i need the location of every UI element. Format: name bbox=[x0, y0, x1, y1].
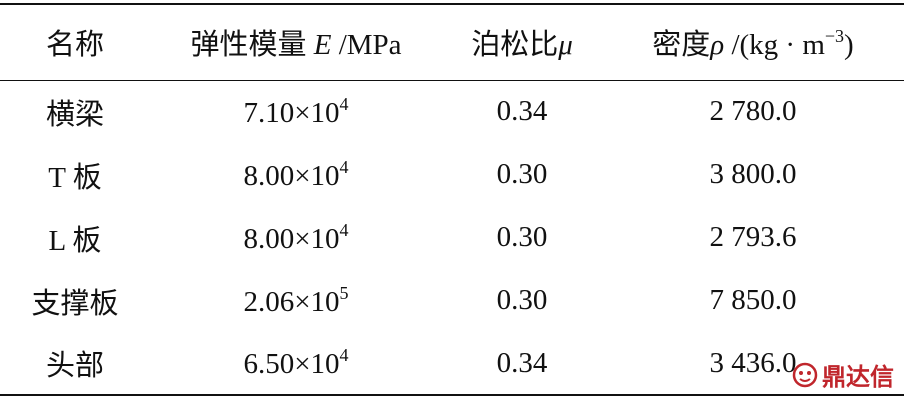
header-text: 名称 bbox=[45, 29, 104, 62]
header-text: /MPa bbox=[331, 29, 402, 62]
table-cell: 0.30 bbox=[442, 143, 602, 206]
header-text: ρ bbox=[710, 29, 725, 62]
cell-exponent: 4 bbox=[339, 219, 349, 240]
cell-text: 横梁 bbox=[45, 98, 104, 131]
cell-text: 7.10×10 bbox=[243, 96, 340, 129]
cell-exponent: 4 bbox=[339, 345, 349, 365]
table-cell: 8.00×104 bbox=[150, 206, 442, 269]
cell-text: 0.34 bbox=[496, 95, 548, 128]
table-cell: 3 436.0 bbox=[602, 332, 904, 395]
cell-text: 0.30 bbox=[496, 158, 548, 190]
table-cell: L 板 bbox=[0, 206, 150, 269]
cell-text: 8.00×10 bbox=[243, 159, 340, 192]
table-cell: 6.50×104 bbox=[150, 332, 442, 395]
table-row: 横梁 7.10×104 0.34 2 780.0 bbox=[0, 80, 904, 143]
cell-text: 8.00×10 bbox=[243, 222, 340, 255]
header-text: ) bbox=[844, 29, 854, 62]
table-cell: 7.10×104 bbox=[150, 80, 442, 143]
table-body: 横梁 7.10×104 0.34 2 780.0 T 板 8.00×104 0.30 3 80… bbox=[0, 80, 904, 395]
table-cell: 0.30 bbox=[442, 206, 602, 269]
cell-text: 头部 bbox=[45, 350, 104, 382]
header-text: μ bbox=[558, 29, 573, 62]
cell-text: 2.06×10 bbox=[243, 285, 340, 318]
table-cell: 2 793.6 bbox=[602, 206, 904, 269]
watermark: 鼎达信 bbox=[792, 357, 894, 392]
header-text: −3 bbox=[824, 26, 845, 47]
table-cell: 8.00×104 bbox=[150, 143, 442, 206]
table-cell: 2 780.0 bbox=[602, 80, 904, 143]
header-text: 弹性模量 bbox=[190, 29, 314, 62]
watermark-text: 鼎达信 bbox=[822, 363, 894, 391]
header-cell: 名称 bbox=[0, 4, 150, 80]
cell-exponent: 4 bbox=[339, 93, 349, 114]
table-cell: 0.30 bbox=[442, 269, 602, 332]
cell-text: 支撑板 bbox=[31, 287, 119, 320]
table-cell: 7 850.0 bbox=[602, 269, 904, 332]
table-row: L 板 8.00×104 0.30 2 793.6 bbox=[0, 206, 904, 269]
data-table: 名称 弹性模量 E /MPa 泊松比μ 密度ρ /(kg · m−3) 横梁 7.10×… bbox=[0, 3, 904, 396]
cell-text: 6.50×10 bbox=[243, 348, 340, 380]
table-row: 头部 6.50×104 0.34 3 436.0 bbox=[0, 332, 904, 395]
cell-text: 0.30 bbox=[496, 221, 548, 253]
table-row: T 板 8.00×104 0.30 3 800.0 bbox=[0, 143, 904, 206]
header-cell: 弹性模量 E /MPa bbox=[150, 4, 442, 80]
watermark-icon bbox=[792, 362, 818, 387]
header-row: 名称 弹性模量 E /MPa 泊松比μ 密度ρ /(kg · m−3) bbox=[0, 4, 904, 80]
table-cell: 2.06×105 bbox=[150, 269, 442, 332]
cell-text: 0.30 bbox=[496, 284, 548, 316]
table-cell: 0.34 bbox=[442, 332, 602, 395]
header-cell: 泊松比μ bbox=[442, 4, 602, 80]
table-cell: 支撑板 bbox=[0, 269, 150, 332]
cell-text: 2 793.6 bbox=[709, 221, 797, 253]
cell-text: 3 436.0 bbox=[709, 346, 797, 379]
cell-text: T 板 bbox=[48, 161, 102, 194]
header-text: 密度 bbox=[652, 29, 711, 62]
cell-text: 7 850.0 bbox=[709, 284, 797, 316]
header-cell: 密度ρ /(kg · m−3) bbox=[602, 4, 904, 80]
table-cell: 0.34 bbox=[442, 80, 602, 143]
header-text: E bbox=[313, 29, 332, 62]
cell-text: 0.34 bbox=[496, 346, 548, 379]
table-cell: 3 800.0 bbox=[602, 143, 904, 206]
table-cell: 头部 bbox=[0, 332, 150, 395]
header-text: /(kg · m bbox=[724, 29, 825, 62]
cell-text: 3 800.0 bbox=[709, 158, 797, 190]
table-row: 支撑板 2.06×105 0.30 7 850.0 bbox=[0, 269, 904, 332]
cell-exponent: 5 bbox=[339, 282, 349, 303]
cell-text: 2 780.0 bbox=[709, 95, 797, 128]
table-cell: 横梁 bbox=[0, 80, 150, 143]
cell-text: L 板 bbox=[48, 224, 102, 257]
cell-exponent: 4 bbox=[339, 156, 349, 177]
table-cell: T 板 bbox=[0, 143, 150, 206]
header-text: 泊松比 bbox=[471, 29, 559, 62]
